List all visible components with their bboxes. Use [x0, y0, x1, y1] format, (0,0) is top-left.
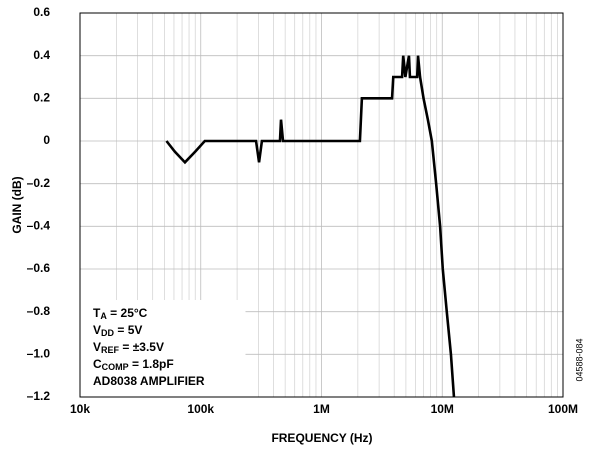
- annotation-sub: COMP: [102, 362, 129, 372]
- annotation: TA = 25°C: [93, 306, 148, 321]
- annotation: VDD = 5V: [93, 323, 142, 338]
- x-tick-label: 1M: [313, 402, 330, 416]
- annotation-sub: A: [100, 311, 107, 321]
- y-tick-label: –0.6: [27, 261, 51, 275]
- annotation: CCOMP = 1.8pF: [93, 357, 174, 372]
- y-tick-label: 0: [43, 133, 50, 147]
- side-note: 04588-084: [574, 338, 584, 381]
- annotation-rest: = 1.8pF: [129, 357, 174, 371]
- plot-frame: [79, 12, 564, 398]
- y-axis-label: GAIN (dB): [10, 176, 24, 233]
- annotation-rest: = ±3.5V: [119, 340, 164, 354]
- annotation-sub: DD: [101, 328, 114, 338]
- gain-line: [165, 55, 456, 398]
- annotation: AD8038 AMPLIFIER: [93, 374, 205, 388]
- x-axis-label: FREQUENCY (Hz): [271, 431, 372, 445]
- annotation-rest: = 5V: [114, 323, 142, 337]
- x-tick-label: 10k: [70, 402, 90, 416]
- y-tick-label: –0.2: [27, 176, 51, 190]
- y-tick-label: –0.4: [27, 219, 51, 233]
- y-tick-label: 0.2: [33, 91, 50, 105]
- y-tick-label: –0.8: [27, 304, 51, 318]
- x-tick-label: 100M: [548, 402, 578, 416]
- annotation-text: V: [93, 323, 101, 337]
- annotation-box: [80, 300, 246, 397]
- x-tick-label: 10M: [431, 402, 454, 416]
- annotation-text: AD8038 AMPLIFIER: [93, 374, 205, 388]
- x-tick-label: 100k: [187, 402, 214, 416]
- y-tick-label: –1.2: [27, 389, 51, 403]
- annotation-rest: = 25°C: [107, 306, 148, 320]
- y-tick-label: –1.0: [27, 347, 51, 361]
- annotation: VREF = ±3.5V: [93, 340, 164, 355]
- annotation-sub: REF: [101, 345, 120, 355]
- annotation-text: V: [93, 340, 101, 354]
- annotation-text: C: [93, 357, 102, 371]
- y-tick-label: 0.4: [33, 48, 50, 62]
- annotation-text: T: [93, 306, 101, 320]
- y-tick-label: 0.6: [33, 5, 50, 19]
